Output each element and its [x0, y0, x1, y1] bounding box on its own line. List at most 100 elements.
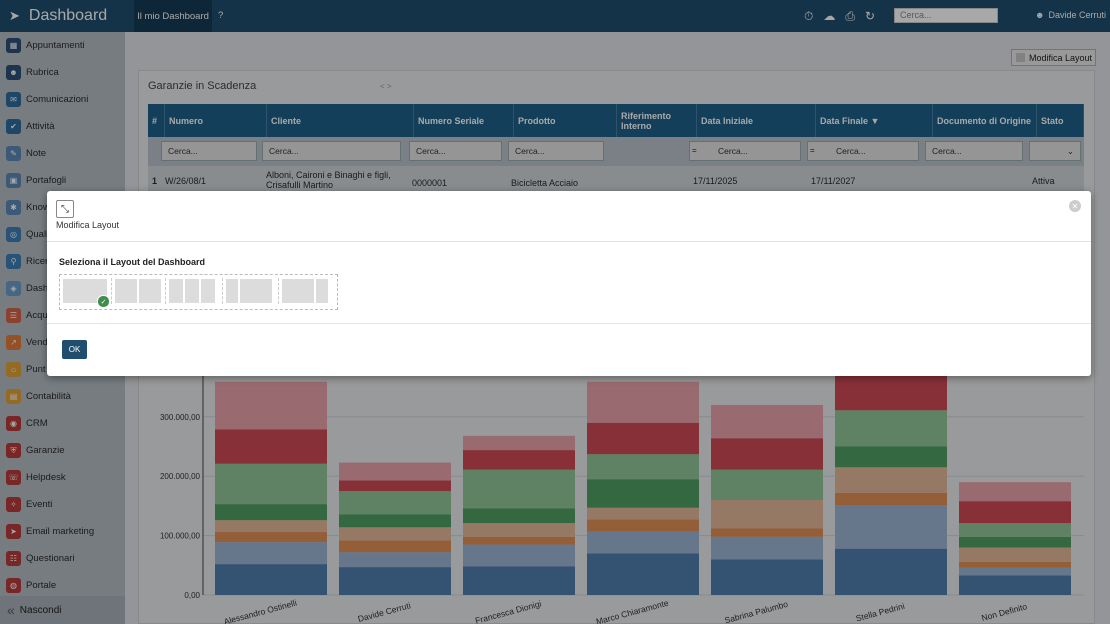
layout-option-3[interactable]: [166, 278, 223, 304]
sidebar-item-comunicazioni[interactable]: ✉ Comunicazioni: [0, 86, 125, 113]
bar-segment[interactable]: [463, 523, 575, 537]
bar-segment[interactable]: [835, 548, 947, 595]
bar-segment[interactable]: [587, 553, 699, 595]
filter-data-iniziale-input[interactable]: Cerca...: [689, 141, 801, 161]
bar-segment[interactable]: [959, 575, 1071, 595]
bar-segment[interactable]: [215, 463, 327, 505]
bar-segment[interactable]: [339, 527, 451, 541]
bar-segment[interactable]: [215, 532, 327, 543]
bar-segment[interactable]: [711, 469, 823, 500]
bar-segment[interactable]: [959, 567, 1071, 576]
col-header-prodotto[interactable]: Prodotto: [513, 104, 617, 137]
user-menu[interactable]: ☻ Davide Cerruti: [1035, 10, 1106, 20]
filter-op-data-finale[interactable]: =: [810, 146, 815, 155]
sidebar-item-qualita[interactable]: ◎ Quali: [0, 221, 125, 248]
bar-segment[interactable]: [959, 482, 1071, 502]
col-header-seriale[interactable]: Numero Seriale: [413, 104, 514, 137]
table-row[interactable]: 1 W/26/08/1 Alboni, Caironi e Binaghi e …: [148, 166, 1084, 191]
bar-segment[interactable]: [835, 446, 947, 468]
bar-segment[interactable]: [959, 547, 1071, 562]
bar-segment[interactable]: [587, 531, 699, 554]
bar-segment[interactable]: [587, 507, 699, 520]
col-header-data-iniziale[interactable]: Data Iniziale: [696, 104, 816, 137]
brand[interactable]: ➤ Dashboard: [0, 0, 125, 32]
sidebar-item-ricerca[interactable]: ⚲ Ricer: [0, 248, 125, 275]
sidebar-item-questionari[interactable]: ☷ Questionari: [0, 545, 125, 572]
col-header-stato[interactable]: Stato: [1036, 104, 1084, 137]
bar-segment[interactable]: [959, 536, 1071, 548]
bar-segment[interactable]: [215, 381, 327, 430]
bar-segment[interactable]: [835, 410, 947, 447]
sidebar-item-dashboard[interactable]: ◈ Dashb: [0, 275, 125, 302]
bar-segment[interactable]: [711, 438, 823, 470]
bar-segment[interactable]: [463, 566, 575, 595]
bar-segment[interactable]: [215, 542, 327, 565]
layout-option-4[interactable]: [223, 278, 279, 304]
help-link[interactable]: ?: [218, 10, 224, 21]
bar-segment[interactable]: [711, 404, 823, 439]
bar-segment[interactable]: [835, 492, 947, 506]
bar-segment[interactable]: [587, 422, 699, 455]
hide-sidebar-button[interactable]: « Nascondi: [0, 596, 125, 624]
bar-segment[interactable]: [215, 520, 327, 533]
sidebar-item-crm[interactable]: ◉ CRM: [0, 410, 125, 437]
bar-segment[interactable]: [959, 501, 1071, 524]
search-input[interactable]: Cerca...: [894, 8, 998, 23]
bar-segment[interactable]: [339, 480, 451, 492]
print-icon[interactable]: ⎙: [845, 9, 855, 23]
sidebar-item-appuntamenti[interactable]: ▦ Appuntamenti: [0, 32, 125, 59]
sidebar-item-helpdesk[interactable]: ☏ Helpdesk: [0, 464, 125, 491]
bar-segment[interactable]: [339, 540, 451, 553]
bar-segment[interactable]: [215, 429, 327, 464]
bar-segment[interactable]: [711, 528, 823, 537]
sidebar-item-knowledge[interactable]: ✱ Know: [0, 194, 125, 221]
layout-option-2[interactable]: [112, 278, 166, 304]
bar-segment[interactable]: [339, 462, 451, 481]
bar-segment[interactable]: [463, 544, 575, 567]
col-header-cliente[interactable]: Cliente: [266, 104, 414, 137]
bar-segment[interactable]: [587, 381, 699, 423]
bar-segment[interactable]: [587, 454, 699, 480]
col-header-data-finale[interactable]: Data Finale ▼: [815, 104, 933, 137]
filter-data-finale-input[interactable]: Cerca...: [807, 141, 919, 161]
bar-segment[interactable]: [587, 479, 699, 508]
sidebar-item-note[interactable]: ✎ Note: [0, 140, 125, 167]
bar-segment[interactable]: [463, 536, 575, 545]
bar-segment[interactable]: [835, 467, 947, 493]
bar-segment[interactable]: [835, 505, 947, 549]
bar-segment[interactable]: [339, 552, 451, 568]
sidebar-item-attivita[interactable]: ✔ Attività: [0, 113, 125, 140]
bar-segment[interactable]: [959, 561, 1071, 568]
bar-segment[interactable]: [339, 514, 451, 528]
sidebar-item-eventi[interactable]: ✧ Eventi: [0, 491, 125, 518]
filter-documento-input[interactable]: Cerca...: [925, 141, 1023, 161]
bar-segment[interactable]: [463, 508, 575, 524]
layout-option-5[interactable]: [279, 278, 336, 304]
sidebar-item-rubrica[interactable]: ☻ Rubrica: [0, 59, 125, 86]
bar-segment[interactable]: [587, 519, 699, 532]
tab-my-dashboard[interactable]: Il mio Dashboard: [134, 0, 212, 32]
bar-segment[interactable]: [711, 499, 823, 529]
col-header-numero[interactable]: Numero: [164, 104, 267, 137]
sidebar-item-portafogli[interactable]: ▣ Portafogli: [0, 167, 125, 194]
bar-segment[interactable]: [463, 450, 575, 470]
col-header-documento[interactable]: Documento di Origine: [932, 104, 1037, 137]
chat-icon[interactable]: ☁: [823, 9, 836, 23]
sidebar-item-email-marketing[interactable]: ➤ Email marketing: [0, 518, 125, 545]
col-header-riferimento[interactable]: Riferimento Interno: [616, 104, 697, 137]
sidebar-item-portale[interactable]: ◍ Portale: [0, 572, 125, 599]
bar-segment[interactable]: [959, 523, 1071, 537]
filter-seriale-input[interactable]: Cerca...: [409, 141, 502, 161]
filter-prodotto-input[interactable]: Cerca...: [508, 141, 604, 161]
sidebar-item-vendite[interactable]: ↗ Vend: [0, 329, 125, 356]
filter-cliente-input[interactable]: Cerca...: [262, 141, 401, 161]
bar-segment[interactable]: [463, 469, 575, 509]
bar-segment[interactable]: [339, 491, 451, 515]
bar-segment[interactable]: [215, 564, 327, 595]
sidebar-item-garanzie[interactable]: ⛨ Garanzie: [0, 437, 125, 464]
bar-segment[interactable]: [339, 567, 451, 595]
bar-segment[interactable]: [711, 536, 823, 560]
filter-op-data-iniziale[interactable]: =: [692, 146, 697, 155]
filter-stato-select[interactable]: ⌄: [1029, 141, 1081, 161]
close-icon[interactable]: ✕: [1069, 200, 1081, 212]
